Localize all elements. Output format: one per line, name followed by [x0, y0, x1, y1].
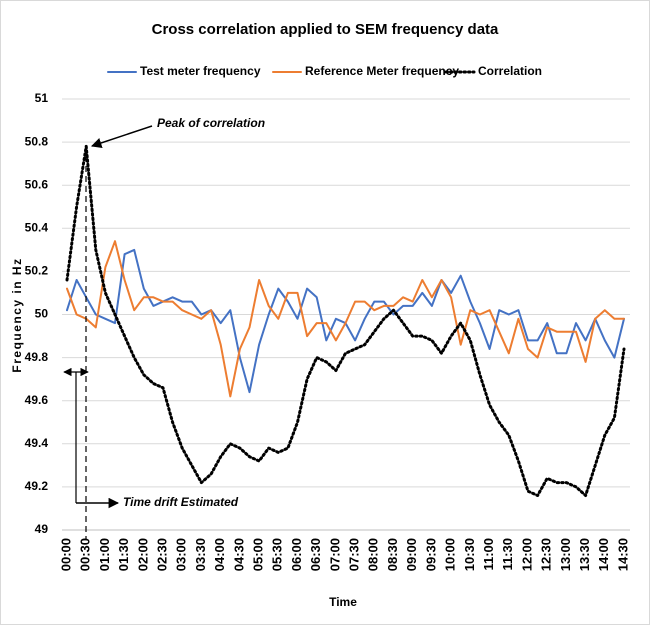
x-axis-title: Time — [329, 595, 357, 609]
series-line — [66, 240, 625, 398]
x-tick-label: 12:00 — [519, 538, 534, 571]
series-line — [65, 144, 626, 497]
legend-label: Test meter frequency — [140, 64, 261, 78]
y-tick-label: 49.6 — [25, 393, 49, 407]
y-tick-label: 50.4 — [25, 220, 49, 234]
x-tick-label: 03:00 — [174, 538, 189, 571]
x-tick-label: 04:00 — [212, 538, 227, 571]
x-tick-label: 10:00 — [443, 538, 458, 571]
x-tick-label: 09:30 — [423, 538, 438, 571]
x-tick-label: 05:30 — [270, 538, 285, 571]
x-tick-label: 02:30 — [154, 538, 169, 571]
chart-title: Cross correlation applied to SEM frequen… — [152, 21, 499, 38]
annotation: Time drift Estimated — [123, 495, 239, 509]
annotation: Peak of correlation — [157, 116, 265, 130]
x-tick-label: 13:30 — [577, 538, 592, 571]
x-tick-label: 05:00 — [251, 538, 266, 571]
x-tick-label: 01:00 — [97, 538, 112, 571]
x-tick-label: 02:00 — [135, 538, 150, 571]
y-tick-label: 49.2 — [25, 479, 49, 493]
legend-label: Correlation — [478, 64, 542, 78]
y-tick-label: 49.8 — [25, 350, 49, 364]
x-tick-label: 08:30 — [385, 538, 400, 571]
x-tick-label: 06:30 — [308, 538, 323, 571]
y-tick-label: 49.4 — [25, 436, 49, 450]
x-tick-label: 00:00 — [58, 538, 73, 571]
x-tick-label: 13:00 — [558, 538, 573, 571]
x-tick-label: 07:30 — [347, 538, 362, 571]
y-tick-label: 51 — [35, 91, 49, 105]
legend-label: Reference Meter frequency — [305, 64, 459, 78]
y-tick-label: 50.8 — [25, 134, 49, 148]
y-tick-label: 50.2 — [25, 264, 49, 278]
x-tick-label: 00:30 — [78, 538, 93, 571]
x-tick-label: 11:00 — [481, 538, 496, 571]
y-axis-title: Frequency in Hz — [10, 257, 24, 372]
x-tick-label: 08:00 — [366, 538, 381, 571]
peak-arrow — [91, 125, 153, 148]
x-tick-label: 04:30 — [231, 538, 246, 571]
y-tick-label: 49 — [35, 522, 49, 536]
x-tick-label: 10:30 — [462, 538, 477, 571]
x-tick-label: 07:00 — [327, 538, 342, 571]
x-tick-label: 03:30 — [193, 538, 208, 571]
x-tick-label: 01:30 — [116, 538, 131, 571]
x-tick-label: 11:30 — [500, 538, 515, 571]
x-tick-label: 12:30 — [539, 538, 554, 571]
x-tick-label: 06:00 — [289, 538, 304, 571]
x-tick-label: 09:00 — [404, 538, 419, 571]
x-tick-label: 14:30 — [615, 538, 630, 571]
y-tick-label: 50.6 — [25, 177, 49, 191]
y-tick-label: 50 — [35, 307, 49, 321]
x-tick-label: 14:00 — [596, 538, 611, 571]
